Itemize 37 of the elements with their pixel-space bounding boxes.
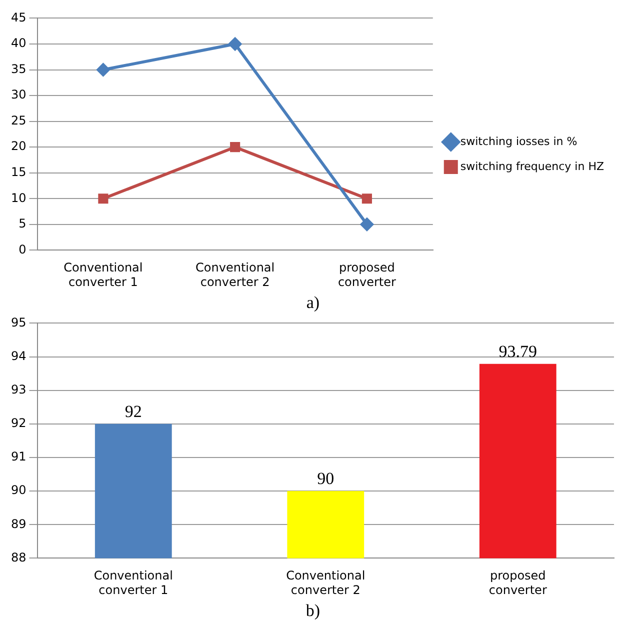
x-tick-label: Conventional converter 1 bbox=[94, 568, 173, 597]
point bbox=[96, 63, 110, 76]
point bbox=[228, 37, 242, 50]
y-tick-label: 25 bbox=[10, 113, 26, 128]
legend-label: switching iosses in % bbox=[460, 134, 578, 148]
legend-label: switching frequency in HZ bbox=[460, 160, 604, 173]
y-tick-label: 91 bbox=[10, 450, 26, 464]
x-tick-label: proposed converter bbox=[338, 260, 396, 289]
text: a) bbox=[305, 293, 321, 313]
y-tick-label: 93 bbox=[10, 382, 26, 396]
y-tick-label: 92 bbox=[10, 416, 26, 430]
y-tick-label: 94 bbox=[10, 348, 26, 363]
data-label: 93.79 bbox=[498, 342, 538, 361]
y-tick-label: 90 bbox=[10, 483, 26, 498]
y-tick-label: 0 bbox=[18, 242, 26, 256]
y-tick-label: 88 bbox=[10, 550, 26, 564]
point bbox=[230, 142, 240, 152]
data-label: 92 bbox=[124, 402, 142, 421]
y-tick-label: 40 bbox=[10, 36, 26, 50]
x-tick-label: Conventional converter 2 bbox=[286, 568, 366, 597]
y-tick-label: 30 bbox=[10, 88, 26, 102]
x-tick-label: proposed converter bbox=[488, 568, 547, 597]
y-tick-label: 15 bbox=[10, 164, 26, 179]
y-tick-label: 95 bbox=[10, 315, 26, 330]
y-tick-label: 5 bbox=[18, 216, 26, 231]
point bbox=[362, 194, 372, 204]
text: b) bbox=[304, 601, 322, 621]
y-tick-label: 89 bbox=[10, 516, 26, 531]
y-tick-label: 10 bbox=[10, 190, 26, 205]
y-tick-label: 45 bbox=[10, 10, 26, 24]
y-tick-label: 20 bbox=[10, 139, 26, 154]
x-tick-label: Conventional converter 1 bbox=[64, 260, 143, 289]
data-label: 90 bbox=[317, 469, 334, 488]
point bbox=[360, 218, 374, 231]
y-tick-label: 35 bbox=[10, 62, 26, 76]
x-tick-label: Conventional converter 2 bbox=[196, 260, 275, 289]
point bbox=[98, 194, 108, 204]
